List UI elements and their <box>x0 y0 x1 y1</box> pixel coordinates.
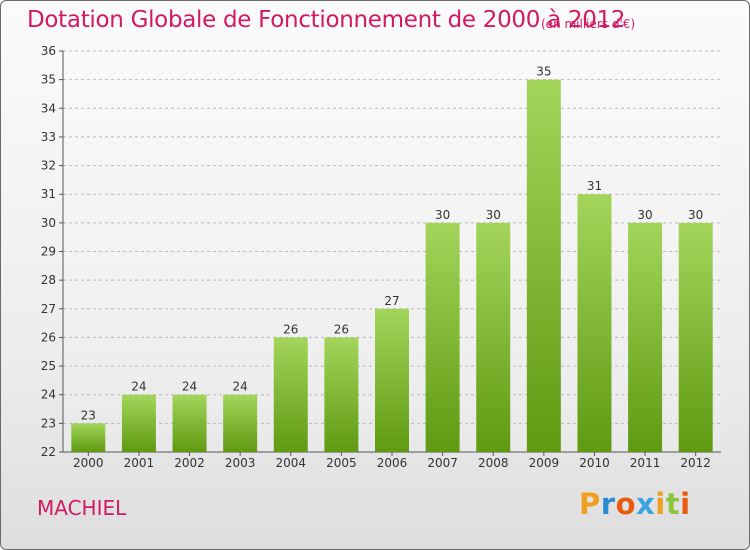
bar <box>324 337 359 452</box>
bar-value-label: 27 <box>384 294 399 308</box>
commune-name: MACHIEL <box>37 496 127 520</box>
y-tick-label: 29 <box>41 245 56 259</box>
y-tick-label: 34 <box>41 101 56 115</box>
chart-unit: (en milliers d'€) <box>541 17 636 31</box>
bar-value-label: 35 <box>536 65 551 79</box>
bar-value-label: 26 <box>334 322 349 336</box>
bar-value-label: 23 <box>81 408 96 422</box>
bar-value-label: 24 <box>131 380 146 394</box>
logo-letter: P <box>579 487 601 521</box>
x-tick-label: 2010 <box>579 456 610 470</box>
x-tick-label: 2004 <box>275 456 306 470</box>
y-tick-label: 32 <box>41 159 56 173</box>
x-tick-label: 2003 <box>225 456 256 470</box>
bar <box>273 337 308 452</box>
x-tick-label: 2007 <box>427 456 458 470</box>
y-tick-label: 25 <box>41 359 56 373</box>
logo-letter: r <box>600 487 616 521</box>
bar-value-label: 26 <box>283 322 298 336</box>
bar <box>678 222 713 452</box>
x-tick-label: 2006 <box>377 456 408 470</box>
bar-value-label: 30 <box>637 208 652 222</box>
y-tick-label: 31 <box>41 187 56 201</box>
bar-value-label: 31 <box>587 179 602 193</box>
y-tick-label: 27 <box>41 302 56 316</box>
x-tick-label: 2008 <box>478 456 509 470</box>
bar <box>476 222 511 452</box>
y-tick-label: 35 <box>41 73 56 87</box>
bar <box>577 194 612 452</box>
x-tick-label: 2000 <box>73 456 104 470</box>
logo-letter: x <box>636 487 656 521</box>
bar-value-label: 30 <box>688 208 703 222</box>
bar-value-label: 30 <box>435 208 450 222</box>
bar-value-label: 24 <box>233 380 248 394</box>
y-tick-label: 33 <box>41 130 56 144</box>
x-tick-label: 2009 <box>529 456 560 470</box>
y-tick-label: 26 <box>41 330 56 344</box>
y-tick-label: 22 <box>41 445 56 459</box>
logo-letter: t <box>665 487 681 521</box>
y-tick-label: 24 <box>41 388 56 402</box>
proxiti-logo[interactable]: Proxiti <box>579 487 691 521</box>
bar-value-label: 24 <box>182 380 197 394</box>
bar <box>223 394 258 452</box>
y-tick-label: 23 <box>41 416 56 430</box>
logo-letter: i <box>655 487 666 521</box>
x-tick-label: 2012 <box>680 456 711 470</box>
y-tick-label: 30 <box>41 216 56 230</box>
bar <box>628 222 663 452</box>
chart-title: Dotation Globale de Fonctionnement de 20… <box>27 7 626 33</box>
logo-letter: i <box>680 487 691 521</box>
bar <box>526 79 561 453</box>
x-tick-label: 2002 <box>174 456 205 470</box>
x-tick-label: 2005 <box>326 456 357 470</box>
bar <box>425 222 460 452</box>
y-tick-label: 36 <box>41 44 56 58</box>
bar <box>375 308 409 452</box>
bar-value-label: 30 <box>486 208 501 222</box>
logo-letter: o <box>615 487 637 521</box>
bar <box>71 423 106 452</box>
x-tick-label: 2001 <box>124 456 155 470</box>
x-tick-label: 2011 <box>630 456 661 470</box>
y-tick-label: 28 <box>41 273 56 287</box>
bar <box>172 394 207 452</box>
bar <box>121 394 156 452</box>
